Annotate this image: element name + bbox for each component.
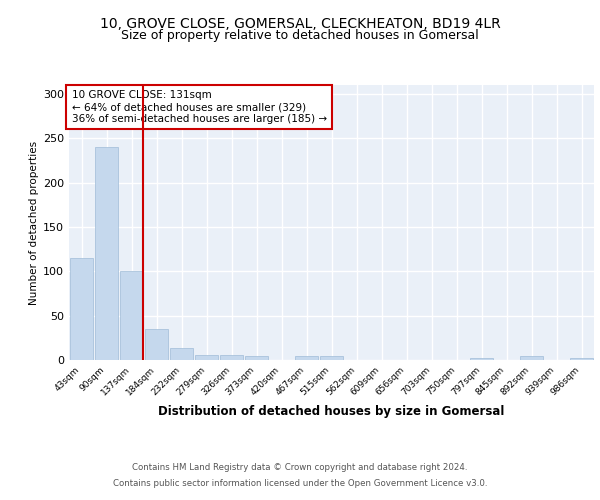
Bar [195,354,218,360]
Text: Contains HM Land Registry data © Crown copyright and database right 2024.: Contains HM Land Registry data © Crown c… [132,464,468,472]
Bar [295,356,318,360]
Text: Size of property relative to detached houses in Gomersal: Size of property relative to detached ho… [121,29,479,42]
Bar [520,356,543,360]
Text: Contains public sector information licensed under the Open Government Licence v3: Contains public sector information licen… [113,478,487,488]
Bar [320,356,343,360]
Bar [570,358,593,360]
Text: 10 GROVE CLOSE: 131sqm
← 64% of detached houses are smaller (329)
36% of semi-de: 10 GROVE CLOSE: 131sqm ← 64% of detached… [71,90,327,124]
Bar [470,358,493,360]
Bar [70,258,93,360]
Bar [170,348,193,360]
Y-axis label: Number of detached properties: Number of detached properties [29,140,39,304]
Bar [220,354,243,360]
Bar [245,356,268,360]
X-axis label: Distribution of detached houses by size in Gomersal: Distribution of detached houses by size … [158,406,505,418]
Bar [95,147,118,360]
Text: 10, GROVE CLOSE, GOMERSAL, CLECKHEATON, BD19 4LR: 10, GROVE CLOSE, GOMERSAL, CLECKHEATON, … [100,18,500,32]
Bar [145,329,168,360]
Bar [120,272,143,360]
